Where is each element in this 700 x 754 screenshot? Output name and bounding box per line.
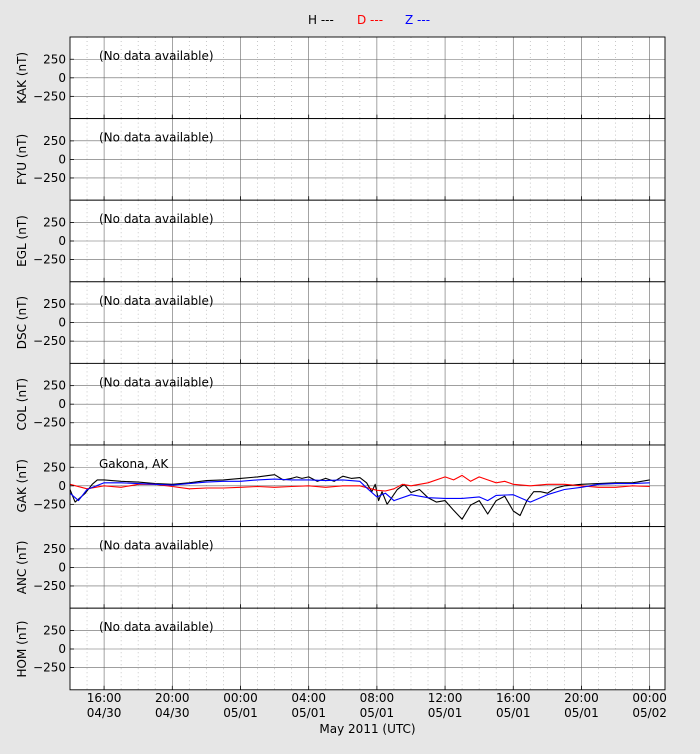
panel-col-y-tick-label: 0 xyxy=(58,397,66,411)
panel-kak-ylabel: KAK (nT) xyxy=(15,52,29,104)
x-axis-label: May 2011 (UTC) xyxy=(319,722,415,736)
x-tick-time-label: 00:00 xyxy=(632,691,667,705)
x-tick-time-label: 16:00 xyxy=(87,691,122,705)
series-z-line xyxy=(69,478,650,503)
panel-dsc-y-tick-label: 250 xyxy=(43,297,66,311)
series-h-line xyxy=(69,474,650,520)
x-tick-time-label: 20:00 xyxy=(564,691,599,705)
panel-col-ylabel: COL (nT) xyxy=(15,378,29,431)
station-name-label: Gakona, AK xyxy=(99,457,169,471)
panel-dsc-y-tick-label: 0 xyxy=(58,316,66,330)
panel-hom-y-tick-label: −250 xyxy=(33,661,66,675)
no-data-label: (No data available) xyxy=(99,375,214,389)
x-tick-date-label: 05/02 xyxy=(632,706,667,720)
panel-kak-y-tick-label: −250 xyxy=(33,89,66,103)
x-tick-date-label: 05/01 xyxy=(223,706,258,720)
no-data-label: (No data available) xyxy=(99,539,214,553)
panel-anc-ylabel: ANC (nT) xyxy=(15,541,29,595)
x-tick-date-label: 05/01 xyxy=(428,706,463,720)
x-tick-date-label: 04/30 xyxy=(155,706,190,720)
panel-gak-ylabel: GAK (nT) xyxy=(15,459,29,513)
panel-gak-y-tick-label: 250 xyxy=(43,460,66,474)
x-tick-date-label: 05/01 xyxy=(564,706,599,720)
x-tick-time-label: 16:00 xyxy=(496,691,531,705)
no-data-label: (No data available) xyxy=(99,49,214,63)
no-data-label: (No data available) xyxy=(99,620,214,634)
x-tick-time-label: 04:00 xyxy=(291,691,326,705)
panel-kak-y-tick-label: 250 xyxy=(43,52,66,66)
panel-dsc-y-tick-label: −250 xyxy=(33,334,66,348)
x-tick-time-label: 20:00 xyxy=(155,691,190,705)
panel-egl-y-tick-label: 250 xyxy=(43,215,66,229)
panel-anc-y-tick-label: −250 xyxy=(33,579,66,593)
panel-anc-y-tick-label: 250 xyxy=(43,542,66,556)
panel-egl-y-tick-label: −250 xyxy=(33,253,66,267)
panel-fyu-y-tick-label: 250 xyxy=(43,134,66,148)
panel-anc-y-tick-label: 0 xyxy=(58,560,66,574)
x-tick-time-label: 08:00 xyxy=(360,691,395,705)
x-tick-date-label: 05/01 xyxy=(496,706,531,720)
legend-d: D --- xyxy=(357,13,383,27)
panel-hom-y-tick-label: 250 xyxy=(43,623,66,637)
panel-egl-ylabel: EGL (nT) xyxy=(15,215,29,267)
panel-col-y-tick-label: −250 xyxy=(33,416,66,430)
panel-gak-y-tick-label: 0 xyxy=(58,479,66,493)
panel-egl-y-tick-label: 0 xyxy=(58,234,66,248)
series-d-line xyxy=(69,474,650,492)
panel-col-y-tick-label: 250 xyxy=(43,379,66,393)
panel-kak-y-tick-label: 0 xyxy=(58,71,66,85)
x-tick-date-label: 05/01 xyxy=(360,706,395,720)
legend-h: H --- xyxy=(308,13,334,27)
x-tick-time-label: 00:00 xyxy=(223,691,258,705)
panel-hom-y-tick-label: 0 xyxy=(58,642,66,656)
x-tick-date-label: 05/01 xyxy=(291,706,326,720)
x-tick-date-label: 04/30 xyxy=(87,706,122,720)
panel-fyu-y-tick-label: −250 xyxy=(33,171,66,185)
no-data-label: (No data available) xyxy=(99,131,214,145)
x-tick-time-label: 12:00 xyxy=(428,691,463,705)
panel-fyu-ylabel: FYU (nT) xyxy=(15,134,29,185)
panel-gak-y-tick-label: −250 xyxy=(33,497,66,511)
panel-fyu-y-tick-label: 0 xyxy=(58,152,66,166)
legend-z: Z --- xyxy=(405,13,430,27)
panel-hom-ylabel: HOM (nT) xyxy=(15,621,29,678)
panel-dsc-ylabel: DSC (nT) xyxy=(15,296,29,349)
no-data-label: (No data available) xyxy=(99,212,214,226)
no-data-label: (No data available) xyxy=(99,294,214,308)
